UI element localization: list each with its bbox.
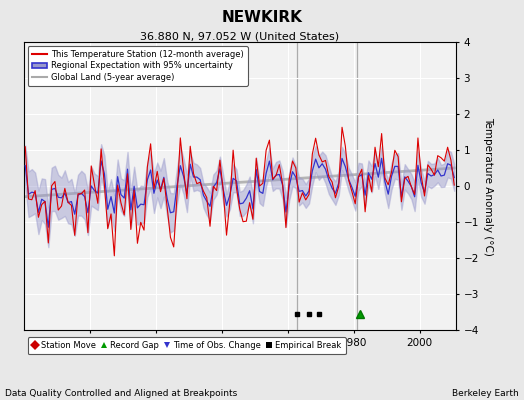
Title: 36.880 N, 97.052 W (United States): 36.880 N, 97.052 W (United States) (140, 31, 340, 41)
Y-axis label: Temperature Anomaly (°C): Temperature Anomaly (°C) (483, 116, 493, 256)
Text: Data Quality Controlled and Aligned at Breakpoints: Data Quality Controlled and Aligned at B… (5, 389, 237, 398)
Legend: Station Move, Record Gap, Time of Obs. Change, Empirical Break: Station Move, Record Gap, Time of Obs. C… (28, 337, 346, 354)
Text: Berkeley Earth: Berkeley Earth (452, 389, 519, 398)
Text: NEWKIRK: NEWKIRK (222, 10, 302, 25)
